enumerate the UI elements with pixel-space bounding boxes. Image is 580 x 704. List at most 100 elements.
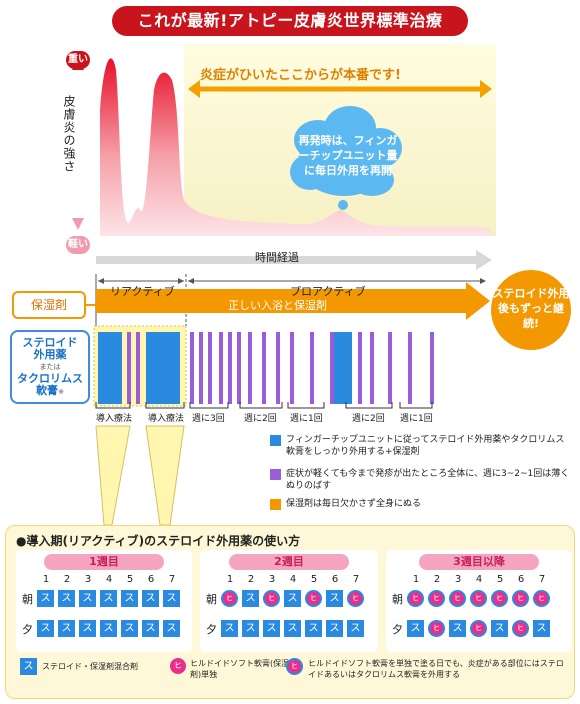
- steroid-box: ステロイド 外用薬 または タクロリムス 軟膏※: [10, 330, 90, 404]
- su-icon: ス: [326, 620, 343, 637]
- week-box: 1週目 1 2 3 4 5 6 7 朝ススススススス夕ススススススス: [16, 550, 192, 652]
- schedule-label: 週に2回: [244, 414, 277, 424]
- week-header: 2週目: [229, 554, 349, 570]
- week-header: 3週目以降: [419, 554, 539, 570]
- moisturizer-arrow-text: 正しい入浴と保湿剤: [228, 299, 327, 312]
- day-number: 3: [454, 574, 462, 585]
- day-number: 3: [268, 574, 276, 585]
- level-low-pill: 軽い: [66, 236, 90, 254]
- su-icon: ス: [79, 590, 96, 607]
- evening-label: 夕: [206, 623, 217, 636]
- su-icon: ス: [20, 658, 37, 675]
- foot-text: ヒルドイドソフト軟膏(保湿剤)単独: [190, 659, 290, 679]
- level-high-pill: 重い: [66, 51, 90, 69]
- foot-text: ステロイド・保湿剤混合剤: [42, 662, 138, 671]
- su-icon: ス: [242, 620, 259, 637]
- treatment-bars: [98, 332, 434, 404]
- su-icon: ス: [163, 590, 180, 607]
- continue-circle: ステロイド外用後もずっと継続!: [491, 270, 571, 350]
- hi-su-icon: ヒ: [428, 620, 445, 637]
- hi-su-icon: ヒ: [512, 620, 529, 637]
- cloud-text: 再発時は、フィンガーチップユニット量に毎日外用を再開: [298, 134, 398, 177]
- legend-swatch: [270, 469, 281, 480]
- su-icon: ス: [449, 620, 466, 637]
- x-axis-label: 時間経過: [255, 251, 299, 264]
- steroid-line4: 軟膏: [36, 384, 59, 397]
- legend-text: 保湿剤は毎日欠かさず全身にぬる: [286, 499, 422, 509]
- hi-su-icon: ヒ: [512, 590, 529, 607]
- legend-swatch: [270, 435, 281, 446]
- su-icon: ス: [100, 590, 117, 607]
- y-axis-arrow-down: [72, 218, 84, 230]
- schedule-label: 週に2回: [352, 414, 385, 424]
- day-number: 1: [226, 574, 234, 585]
- su-icon: ス: [142, 590, 159, 607]
- su-icon: ス: [407, 620, 424, 637]
- foot-text: ヒルドイドソフト軟膏を単独で塗る日でも、炎症がある部位にはステロイドあるいはタク…: [308, 659, 564, 679]
- su-icon: ス: [58, 590, 75, 607]
- funnel-right: [145, 425, 185, 526]
- hi-su-icon: ヒ: [221, 590, 238, 607]
- legend-item: 症状が軽くても今まで発疹が出たところ全体に、週に3~2~1回は薄くぬりのばす: [270, 468, 570, 492]
- day-number: 7: [168, 574, 176, 585]
- y-axis-label: 皮膚炎の強さ: [62, 95, 76, 173]
- callout-arrow-right: [480, 80, 492, 98]
- legend-item: 保湿剤は毎日欠かさず全身にぬる: [270, 498, 570, 510]
- legend-text: 症状が軽くても今まで発疹が出たところ全体に、週に3~2~1回は薄くぬりのばす: [286, 469, 570, 491]
- su-icon: ス: [284, 620, 301, 637]
- evening-label: 夕: [392, 623, 403, 636]
- moisturizer-arrow-head: [466, 282, 490, 320]
- su-icon: ス: [221, 620, 238, 637]
- su-icon: ス: [37, 590, 54, 607]
- day-number: 2: [247, 574, 255, 585]
- cloud-bubble: [338, 200, 348, 210]
- schedule-brackets: [95, 402, 433, 409]
- hi-icon: ヒ: [170, 658, 186, 674]
- moisturizer-label: 保湿剤: [12, 291, 86, 319]
- day-number: 4: [475, 574, 483, 585]
- su-icon: ス: [242, 590, 259, 607]
- day-number: 6: [517, 574, 525, 585]
- hi-su-icon: ヒ: [286, 658, 303, 675]
- su-icon: ス: [79, 620, 96, 637]
- su-icon: ス: [326, 590, 343, 607]
- hi-su-icon: ヒ: [407, 590, 424, 607]
- schedule-label: 導入療法: [148, 414, 185, 424]
- phase-proactive: プロアクティブ: [290, 285, 366, 298]
- callout-text: 炎症がひいたここからが本番です!: [200, 68, 401, 83]
- callout-arrow-left: [188, 80, 200, 98]
- hi-su-icon: ヒ: [470, 620, 487, 637]
- day-number: 1: [412, 574, 420, 585]
- steroid-line3: タクロリムス: [17, 372, 83, 385]
- inflammation-curve: [100, 58, 490, 236]
- funnel-left: [95, 425, 131, 526]
- day-number: 6: [331, 574, 339, 585]
- day-number: 5: [126, 574, 134, 585]
- schedule-label: 週に3回: [192, 414, 225, 424]
- schedule-label: 導入療法: [96, 414, 133, 424]
- day-number: 7: [538, 574, 546, 585]
- week-box: 2週目 1 2 3 4 5 6 7 朝ヒスヒスヒスヒ夕ススススススス: [200, 550, 378, 652]
- steroid-line1: ステロイド: [22, 336, 78, 349]
- time-axis-arrow: [476, 250, 492, 270]
- su-icon: ス: [491, 620, 508, 637]
- schedule-label: 週に1回: [400, 414, 433, 424]
- day-number: 2: [433, 574, 441, 585]
- induction-title: ●導入期(リアクティブ)のステロイド外用薬の使い方: [16, 534, 301, 548]
- su-icon: ス: [121, 620, 138, 637]
- morning-label: 朝: [22, 593, 33, 606]
- schedule-label: 週に1回: [290, 414, 323, 424]
- legend: フィンガーチップユニットに従ってステロイド外用薬やタクロリムス軟膏をしっかり外用…: [270, 428, 574, 516]
- steroid-mark: ※: [58, 388, 64, 396]
- morning-label: 朝: [392, 593, 403, 606]
- cloud-shape: [290, 106, 402, 196]
- su-icon: ス: [142, 620, 159, 637]
- su-icon: ス: [100, 620, 117, 637]
- hi-su-icon: ヒ: [449, 590, 466, 607]
- day-number: 4: [105, 574, 113, 585]
- day-number: 4: [289, 574, 297, 585]
- hi-su-icon: ヒ: [533, 590, 550, 607]
- phase-reactive: リアクティブ: [110, 285, 175, 298]
- week-box: 3週目以降 1 2 3 4 5 6 7 朝ヒヒヒヒヒヒヒ夕スヒスヒスヒス: [386, 550, 572, 652]
